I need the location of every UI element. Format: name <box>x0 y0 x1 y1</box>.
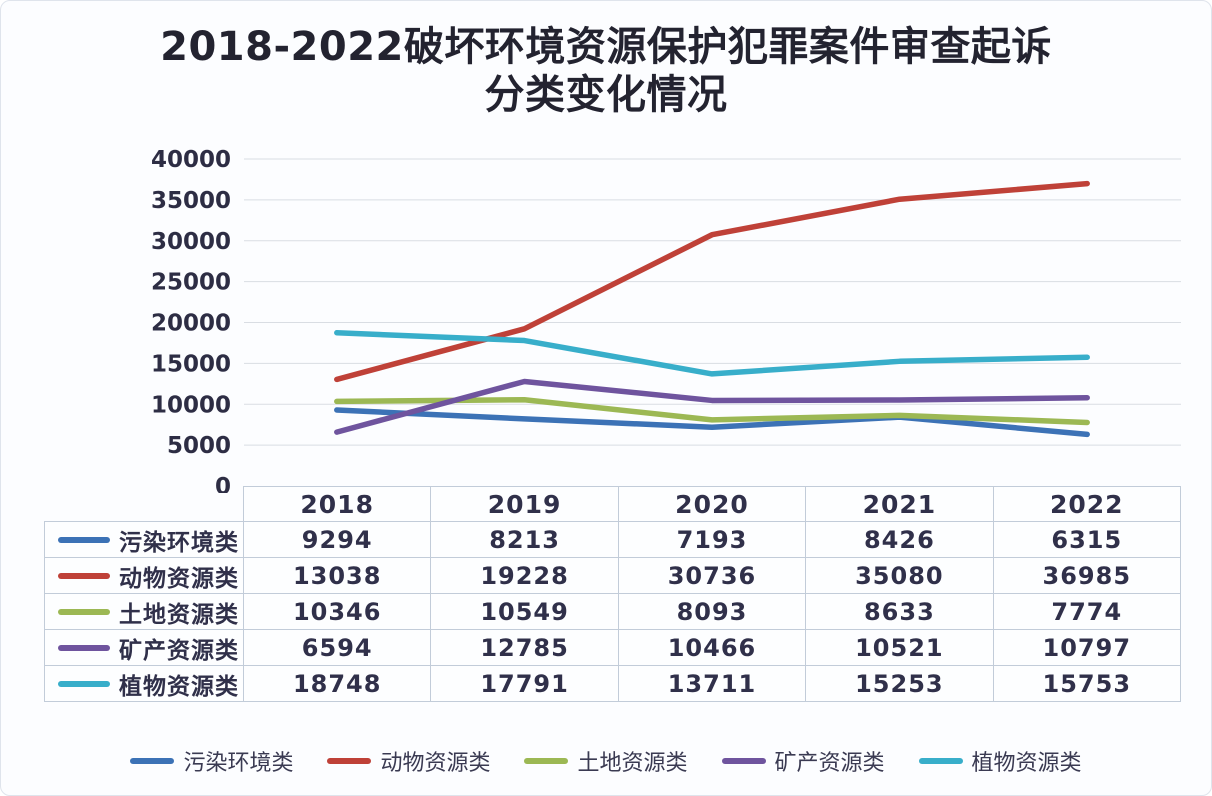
year-header-cell: 2020 <box>617 486 807 522</box>
table-row: 土地资源类 10346 10549 8093 8633 7774 <box>44 593 1182 630</box>
line-chart: 40000 35000 30000 25000 20000 15000 10000 5000 0 <box>151 147 1181 493</box>
y-axis-tick-label: 15000 <box>151 351 231 377</box>
y-axis-tick-label: 25000 <box>151 270 231 296</box>
value-cell: 30736 <box>617 557 807 594</box>
table-row: 矿产资源类 6594 12785 10466 10521 10797 <box>44 629 1182 666</box>
table-row: 污染环境类 9294 8213 7193 8426 6315 <box>44 521 1182 558</box>
series-name-label: 动物资源类 <box>119 565 239 592</box>
y-axis-tick-label: 20000 <box>151 311 231 337</box>
value-cell: 8633 <box>805 593 994 630</box>
chart-title: 2018-2022破坏环境资源保护犯罪案件审查起诉 分类变化情况 <box>1 23 1211 119</box>
series-label-cell: 动物资源类 <box>44 557 244 594</box>
series-label-inner: 植物资源类 <box>45 667 243 701</box>
year-header-cell: 2022 <box>992 486 1182 522</box>
chart-legend: 污染环境类 动物资源类 土地资源类 矿产资源类 植物资源类 <box>1 745 1211 777</box>
table-body: 污染环境类 9294 8213 7193 8426 6315 动物资源类 13038 19228… <box>44 521 1182 702</box>
series-line-动物资源类 <box>334 180 1090 383</box>
series-swatch-icon <box>58 644 110 651</box>
y-axis-tick-label: 40000 <box>151 147 231 173</box>
value-cell: 13711 <box>617 665 807 702</box>
value-cell: 18748 <box>242 665 432 702</box>
y-axis-tick-label: 30000 <box>151 229 231 255</box>
value-cell: 12785 <box>430 629 619 666</box>
value-cell: 35080 <box>805 557 994 594</box>
value-cell: 13038 <box>242 557 432 594</box>
series-label-cell: 植物资源类 <box>44 665 244 702</box>
value-cell: 8093 <box>617 593 807 630</box>
series-label-cell: 污染环境类 <box>44 521 244 558</box>
legend-label: 植物资源类 <box>971 751 1082 776</box>
y-axis-tick-label: 5000 <box>167 433 231 459</box>
value-cell: 10797 <box>992 629 1182 666</box>
series-name-label: 土地资源类 <box>119 601 239 628</box>
legend-label: 矿产资源类 <box>774 751 885 776</box>
legend-swatch-icon <box>524 758 569 764</box>
series-line-矿产资源类 <box>334 378 1090 435</box>
table-row: 植物资源类 18748 17791 13711 15253 15753 <box>44 665 1182 702</box>
legend-swatch-icon <box>130 758 175 764</box>
series-label-inner: 污染环境类 <box>45 523 243 557</box>
value-cell: 15253 <box>805 665 994 702</box>
value-cell: 10466 <box>617 629 807 666</box>
series-swatch-icon <box>58 572 110 579</box>
y-axis-tick-label: 0 <box>215 474 231 493</box>
value-cell: 36985 <box>992 557 1182 594</box>
value-cell: 10346 <box>242 593 432 630</box>
value-cell: 10549 <box>430 593 619 630</box>
legend-label: 土地资源类 <box>577 751 688 776</box>
legend-item: 植物资源类 <box>918 745 1082 777</box>
year-header-cell: 2018 <box>242 486 432 522</box>
y-axis-tick-label: 10000 <box>151 392 231 418</box>
value-cell: 6315 <box>992 521 1182 558</box>
series-name-label: 植物资源类 <box>119 673 239 700</box>
series-label-cell: 矿产资源类 <box>44 629 244 666</box>
legend-item: 污染环境类 <box>130 745 293 777</box>
data-table: 2018 2019 2020 2021 2022 污染环境类 9294 8213 7193 84… <box>44 486 1182 702</box>
legend-item: 动物资源类 <box>327 745 490 777</box>
value-cell: 19228 <box>430 557 619 594</box>
series-line-污染环境类 <box>334 407 1090 438</box>
value-cell: 10521 <box>805 629 994 666</box>
legend-item: 土地资源类 <box>524 745 688 777</box>
value-cell: 8213 <box>430 521 619 558</box>
chart-title-line2: 分类变化情况 <box>484 72 728 118</box>
y-axis-tick-label: 35000 <box>151 188 231 214</box>
legend-swatch-icon <box>721 758 766 764</box>
table-header-row: 2018 2019 2020 2021 2022 <box>45 486 1182 522</box>
value-cell: 15753 <box>992 665 1182 702</box>
legend-label: 污染环境类 <box>183 751 294 776</box>
series-line-植物资源类 <box>334 329 1090 377</box>
series-swatch-icon <box>58 536 110 543</box>
value-cell: 9294 <box>242 521 432 558</box>
year-header-cell: 2021 <box>805 486 994 522</box>
series-name-label: 矿产资源类 <box>119 637 239 664</box>
series-name-label: 污染环境类 <box>119 529 239 556</box>
series-swatch-icon <box>58 680 110 687</box>
legend-swatch-icon <box>327 758 372 764</box>
series-label-inner: 矿产资源类 <box>45 631 243 665</box>
value-cell: 8426 <box>805 521 994 558</box>
value-cell: 7774 <box>992 593 1182 630</box>
year-header-cell: 2019 <box>430 486 619 522</box>
table-row: 动物资源类 13038 19228 30736 35080 36985 <box>44 557 1182 594</box>
value-cell: 17791 <box>430 665 619 702</box>
value-cell: 7193 <box>617 521 807 558</box>
series-swatch-icon <box>58 608 110 615</box>
legend-item: 矿产资源类 <box>721 745 885 777</box>
legend-swatch-icon <box>918 758 963 764</box>
table-header: 2018 2019 2020 2021 2022 <box>45 486 1182 522</box>
chart-title-line1: 2018-2022破坏环境资源保护犯罪案件审查起诉 <box>160 24 1052 70</box>
table-corner-cell <box>45 487 244 522</box>
series-label-inner: 动物资源类 <box>45 559 243 593</box>
legend-label: 动物资源类 <box>380 751 491 776</box>
value-cell: 6594 <box>242 629 432 666</box>
series-label-cell: 土地资源类 <box>44 593 244 630</box>
series-label-inner: 土地资源类 <box>45 595 243 629</box>
